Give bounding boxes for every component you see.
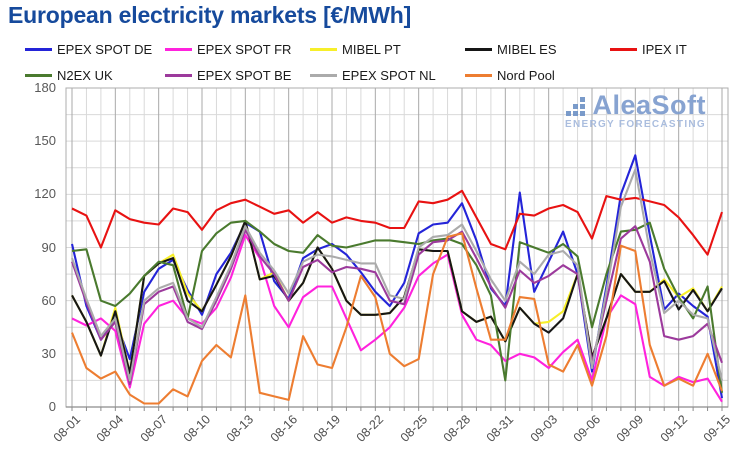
legend-item-ipex-it: IPEX IT <box>610 41 687 57</box>
series-line-epex-spot-fr <box>71 234 723 403</box>
watermark-brand: AleaSoft <box>592 90 706 120</box>
aleasoft-dots-icon <box>566 95 587 116</box>
legend-item-epex-spot-nl: EPEX SPOT NL <box>310 67 436 83</box>
legend-label: EPEX SPOT BE <box>197 67 292 83</box>
legend-item-mibel-es: MIBEL ES <box>465 41 556 57</box>
legend-line-marker <box>465 47 492 51</box>
y-tick-label: 60 <box>41 292 56 308</box>
watermark-tagline: ENERGY FORECASTING <box>564 119 706 130</box>
legend-line-marker <box>310 73 337 77</box>
legend-item-mibel-pt: MIBEL PT <box>310 41 401 57</box>
aleasoft-logo-row: AleaSoft <box>524 92 706 119</box>
page-title: European electricity markets [€/MWh] <box>8 2 412 28</box>
y-tick-label: 30 <box>41 345 56 361</box>
y-tick-label: 0 <box>48 399 56 414</box>
legend-label: Nord Pool <box>497 67 555 83</box>
legend-label: MIBEL PT <box>342 41 401 57</box>
series-line-epex-spot-nl <box>71 168 724 382</box>
y-tick-label: 150 <box>34 133 56 149</box>
legend-label: EPEX SPOT FR <box>197 41 292 57</box>
legend-label: N2EX UK <box>57 67 113 83</box>
legend-label: MIBEL ES <box>497 41 557 57</box>
legend-line-marker <box>610 47 637 51</box>
legend-line-marker <box>25 73 52 77</box>
legend-item-epex-spot-fr: EPEX SPOT FR <box>165 41 291 57</box>
series-line-epex-spot-de <box>70 154 724 399</box>
legend-item-epex-spot-be: EPEX SPOT BE <box>165 67 291 83</box>
y-tick-label: 90 <box>41 239 56 255</box>
legend-label: EPEX SPOT NL <box>342 67 436 83</box>
legend-line-marker <box>25 47 52 51</box>
series-line-epex-spot-be <box>71 225 723 386</box>
legend-line-marker <box>165 73 192 77</box>
legend-label: IPEX IT <box>642 41 687 57</box>
legend-line-marker <box>165 47 192 51</box>
series-line-ipex-it <box>71 189 723 256</box>
legend-line-marker <box>310 47 337 51</box>
legend-item-epex-spot-de: EPEX SPOT DE <box>25 41 152 57</box>
series-line-nord-pool <box>71 232 723 405</box>
legend-line-marker <box>465 73 492 77</box>
y-tick-label: 120 <box>34 186 56 202</box>
legend-item-nord-pool: Nord Pool <box>465 67 555 83</box>
legend-label: EPEX SPOT DE <box>57 41 153 57</box>
legend-item-n2ex-uk: N2EX UK <box>25 67 113 83</box>
aleasoft-logo: AleaSoft ENERGY FORECASTING <box>524 92 706 130</box>
y-tick-label: 180 <box>34 80 56 95</box>
